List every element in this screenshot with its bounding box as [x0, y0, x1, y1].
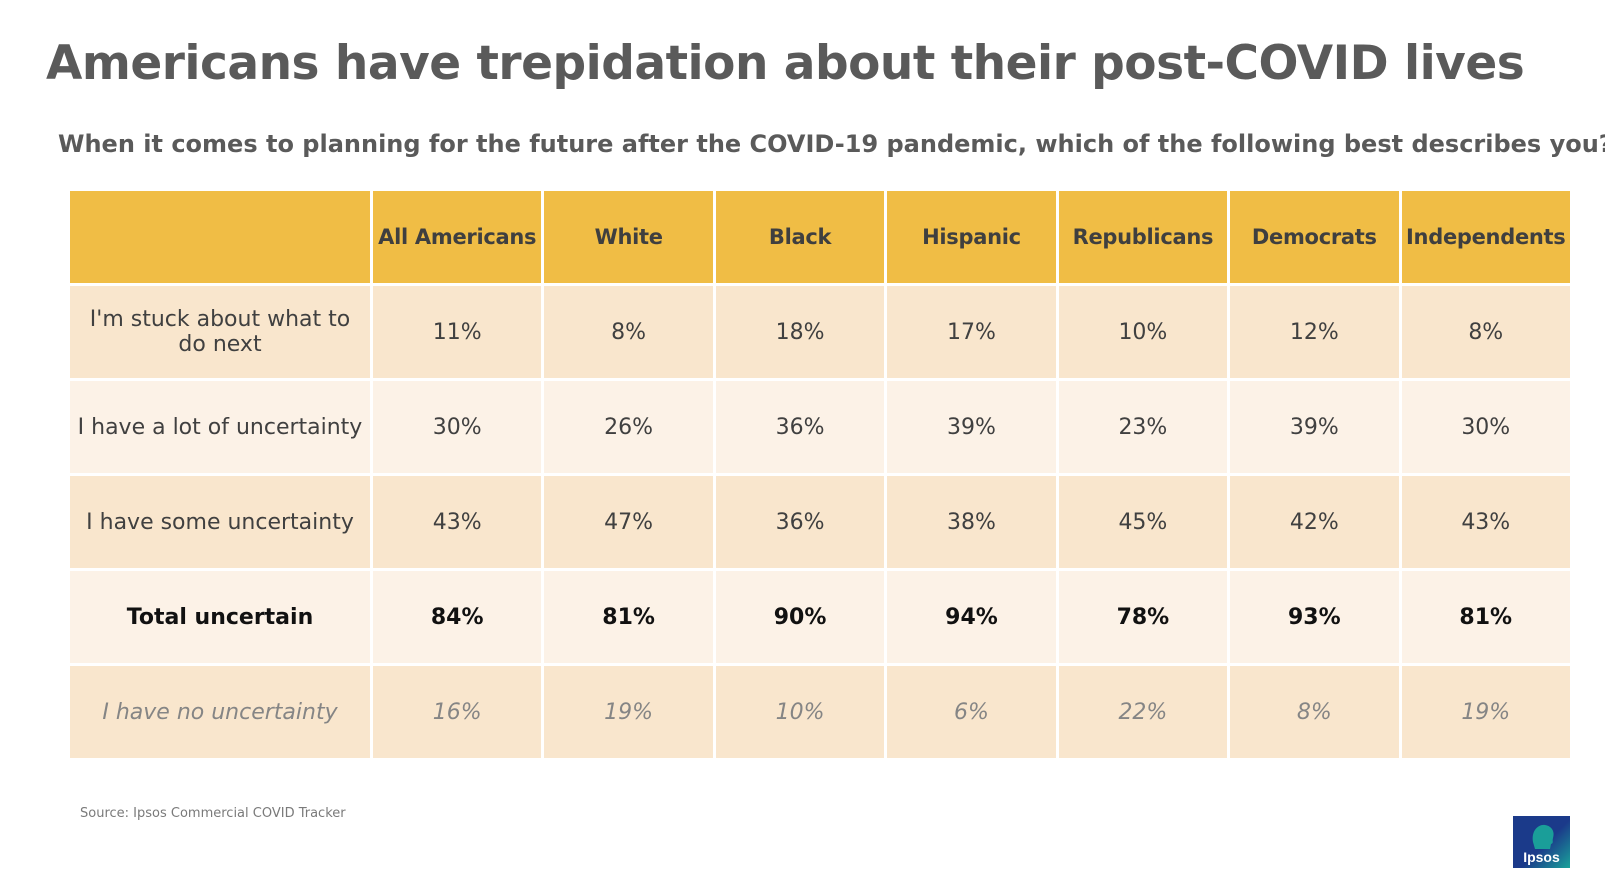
value-cell: 8%	[1227, 663, 1402, 761]
question-subtitle: When it comes to planning for the future…	[58, 130, 1605, 158]
value-cell: 8%	[541, 283, 716, 381]
value-cell: 94%	[884, 568, 1059, 666]
ipsos-logo: Ipsos	[1513, 816, 1570, 868]
column-header: All Americans	[369, 188, 545, 286]
header-row: All Americans White Black Hispanic Repub…	[67, 188, 1574, 286]
value-cell: 45%	[1055, 473, 1231, 571]
value-cell: 19%	[541, 663, 716, 761]
value-cell: 30%	[369, 378, 545, 476]
table-row-lot-uncertainty: I have a lot of uncertainty 30% 26% 36% …	[67, 378, 1574, 476]
value-cell: 16%	[369, 663, 545, 761]
table-row-stuck: I'm stuck about what to do next 11% 8% 1…	[67, 283, 1574, 381]
value-cell: 12%	[1227, 283, 1402, 381]
page-title: Americans have trepidation about their p…	[46, 36, 1525, 91]
value-cell: 43%	[369, 473, 545, 571]
column-header: Independents	[1398, 188, 1574, 286]
row-label: I have some uncertainty	[67, 473, 373, 571]
row-label: Total uncertain	[67, 568, 373, 666]
value-cell: 43%	[1398, 473, 1574, 571]
value-cell: 26%	[541, 378, 716, 476]
head-silhouette-icon	[1532, 824, 1554, 849]
logo-text: Ipsos	[1523, 849, 1560, 865]
value-cell: 18%	[712, 283, 888, 381]
table-row-total-uncertain: Total uncertain 84% 81% 90% 94% 78% 93% …	[67, 568, 1574, 666]
value-cell: 30%	[1398, 378, 1574, 476]
value-cell: 10%	[1055, 283, 1231, 381]
source-note: Source: Ipsos Commercial COVID Tracker	[80, 806, 346, 821]
row-label: I have no uncertainty	[67, 663, 373, 761]
value-cell: 22%	[1055, 663, 1231, 761]
table-row-some-uncertainty: I have some uncertainty 43% 47% 36% 38% …	[67, 473, 1574, 571]
header-corner-cell	[67, 188, 373, 286]
row-label: I have a lot of uncertainty	[67, 378, 373, 476]
value-cell: 81%	[1398, 568, 1574, 666]
value-cell: 39%	[884, 378, 1059, 476]
value-cell: 90%	[712, 568, 888, 666]
value-cell: 23%	[1055, 378, 1231, 476]
value-cell: 17%	[884, 283, 1059, 381]
value-cell: 42%	[1227, 473, 1402, 571]
value-cell: 47%	[541, 473, 716, 571]
value-cell: 8%	[1398, 283, 1574, 381]
column-header: White	[541, 188, 716, 286]
column-header: Republicans	[1055, 188, 1231, 286]
value-cell: 10%	[712, 663, 888, 761]
value-cell: 6%	[884, 663, 1059, 761]
value-cell: 81%	[541, 568, 716, 666]
value-cell: 93%	[1227, 568, 1402, 666]
value-cell: 78%	[1055, 568, 1231, 666]
value-cell: 84%	[369, 568, 545, 666]
value-cell: 36%	[712, 473, 888, 571]
results-table: All Americans White Black Hispanic Repub…	[67, 188, 1574, 761]
row-label: I'm stuck about what to do next	[67, 283, 373, 381]
column-header: Black	[712, 188, 888, 286]
value-cell: 36%	[712, 378, 888, 476]
value-cell: 11%	[369, 283, 545, 381]
column-header: Democrats	[1227, 188, 1402, 286]
column-header: Hispanic	[884, 188, 1059, 286]
table-row-no-uncertainty: I have no uncertainty 16% 19% 10% 6% 22%…	[67, 663, 1574, 761]
value-cell: 19%	[1398, 663, 1574, 761]
value-cell: 39%	[1227, 378, 1402, 476]
value-cell: 38%	[884, 473, 1059, 571]
